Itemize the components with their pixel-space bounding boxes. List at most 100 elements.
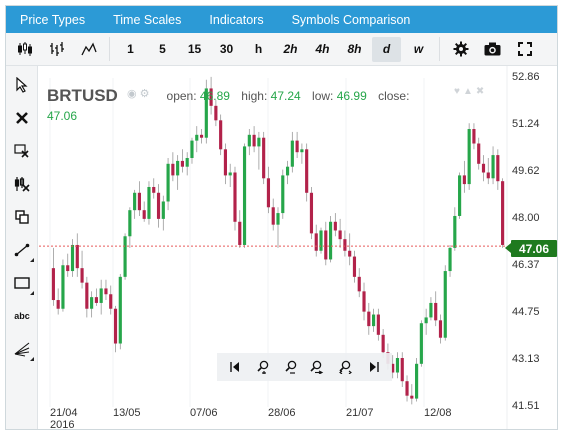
ohlc-bars-icon[interactable] <box>42 37 71 62</box>
candle <box>305 143 309 202</box>
candle <box>152 178 156 199</box>
candle <box>80 250 84 289</box>
timeframe-h-button[interactable]: h <box>254 42 263 56</box>
timeframe-30-button[interactable]: 30 <box>219 42 234 56</box>
fan-icon[interactable] <box>9 336 35 362</box>
candle <box>319 227 323 254</box>
scroll-right-icon[interactable] <box>363 356 385 378</box>
symbol-name: BRTUSD <box>47 86 118 105</box>
candle-body-down <box>171 163 175 176</box>
candle <box>486 158 490 185</box>
candle <box>391 355 395 379</box>
candle <box>176 155 180 190</box>
candle <box>285 160 290 185</box>
candle <box>434 291 438 327</box>
candle <box>501 178 505 248</box>
select-delete-icon[interactable] <box>9 138 35 164</box>
timeframe-15-button[interactable]: 15 <box>187 42 202 56</box>
date-axis-label: 28/06 <box>268 407 296 419</box>
text-tool-button[interactable]: abc <box>9 303 35 329</box>
timeframe-8h-button[interactable]: 8h <box>347 42 362 56</box>
submenu-corner <box>30 291 34 295</box>
timeframe-d-button[interactable]: d <box>372 36 401 62</box>
candle <box>94 288 98 306</box>
candle <box>99 279 103 315</box>
scroll-left-icon[interactable] <box>224 356 246 378</box>
candle <box>405 375 409 402</box>
candle-body-up <box>133 192 137 211</box>
triangle-up-icon[interactable]: ▲ <box>462 86 476 97</box>
series-action-icons[interactable]: ♥▲✖ <box>454 86 487 97</box>
chart-widget: Price Types Time Scales Indicators Symbo… <box>5 5 558 431</box>
candle-body-down <box>219 120 223 150</box>
trendline-icon[interactable] <box>9 237 35 263</box>
candle-body-up <box>285 166 290 176</box>
settings-icon[interactable] <box>446 37 475 62</box>
candle <box>219 114 223 156</box>
candle-body-down <box>405 381 409 396</box>
candle-body-down <box>180 160 184 167</box>
timeframe-5-button[interactable]: 5 <box>159 42 166 56</box>
candle-body-up <box>415 363 419 399</box>
candle <box>467 123 471 190</box>
candle-body-down <box>381 334 385 353</box>
submenu-corner <box>30 258 34 262</box>
candle-body-up <box>453 215 457 248</box>
candlestick-chart[interactable] <box>39 66 557 429</box>
submenu-corner <box>30 357 34 361</box>
candle <box>352 250 357 283</box>
chart-area[interactable]: BRTUSD open: 46.89 high: 47.24 low: 46.9… <box>39 66 557 431</box>
timeframe-w-button[interactable]: w <box>413 42 424 56</box>
menu-indicators[interactable]: Indicators <box>209 12 264 27</box>
heart-icon[interactable]: ♥ <box>454 86 463 97</box>
candle-body-up <box>99 288 103 303</box>
timeframe-4h-button[interactable]: 4h <box>315 42 330 56</box>
menu-symbols-comparison[interactable]: Symbols Comparison <box>291 12 411 27</box>
menu-price-types[interactable]: Price Types <box>20 12 86 27</box>
candle-body-down <box>333 221 337 231</box>
price-axis-label: 49.62 <box>512 164 540 177</box>
high-value: 47.24 <box>270 89 301 103</box>
candle-body-down <box>142 210 146 219</box>
zoom-in-right-icon[interactable] <box>307 356 329 378</box>
candle-body-down <box>438 320 443 338</box>
candlestick-icon[interactable] <box>10 37 39 62</box>
rectangle-icon[interactable] <box>9 270 35 296</box>
menu-time-scales[interactable]: Time Scales <box>113 12 182 27</box>
line-chart-icon[interactable] <box>74 37 103 62</box>
zoom-out-icon[interactable] <box>280 356 302 378</box>
eye-icon[interactable]: ◉ <box>127 88 137 100</box>
candle-body-down <box>305 149 309 193</box>
gear-icon[interactable]: ⚙ <box>139 88 150 100</box>
candle-body-down <box>362 291 366 312</box>
cross-icon[interactable] <box>9 105 35 131</box>
candle-body-down <box>410 395 414 399</box>
candle-body-down <box>472 129 476 144</box>
candle <box>214 100 218 127</box>
clone-icon[interactable] <box>9 204 35 230</box>
timeframe-2h-button[interactable]: 2h <box>283 42 298 56</box>
candle-body-up <box>195 134 199 141</box>
open-value: 46.89 <box>199 89 230 103</box>
candle-body-down <box>481 163 486 173</box>
camera-icon[interactable] <box>478 37 507 62</box>
close-icon[interactable]: ✖ <box>475 86 488 97</box>
candle <box>357 268 361 298</box>
arrow-pointer-icon[interactable] <box>9 72 35 98</box>
candle <box>75 233 79 277</box>
candle-body-up <box>147 186 151 219</box>
zoom-in-icon[interactable] <box>252 356 274 378</box>
zoom-reset-icon[interactable] <box>335 356 357 378</box>
candle-body-down <box>477 143 481 164</box>
timeframe-1-button[interactable]: 1 <box>127 42 134 56</box>
legend-toggle-icons[interactable]: ◉ ⚙ <box>127 87 150 100</box>
candle <box>348 233 352 266</box>
candle-body-up <box>281 175 285 214</box>
remove-all-icon[interactable] <box>9 171 35 197</box>
candle <box>199 129 204 144</box>
candle-body-up <box>467 129 471 185</box>
candle <box>252 126 256 153</box>
price-axis-label: 46.37 <box>512 259 540 272</box>
fullscreen-icon[interactable] <box>510 37 539 62</box>
candle <box>491 146 495 185</box>
